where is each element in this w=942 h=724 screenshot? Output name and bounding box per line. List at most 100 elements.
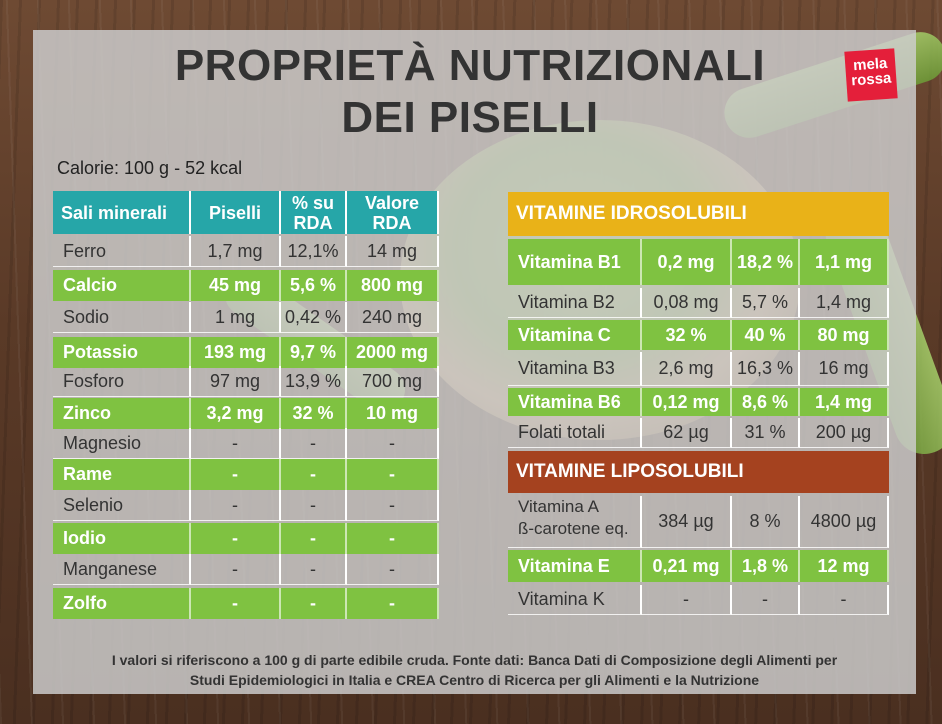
mineral-rda-percent: - <box>281 554 347 585</box>
vitamin-name-subline: ß-carotene eq. <box>518 519 629 538</box>
vitamin-rda-percent: 40 % <box>732 320 800 350</box>
mineral-piselli-value: 3,2 mg <box>191 398 281 429</box>
vitamin-row: Vitamina A ß-carotene eq. 384 µg 8 % 4800 µg <box>508 496 889 548</box>
vitamin-rda-percent: 31 % <box>732 418 800 448</box>
mineral-rda-value: - <box>347 428 439 459</box>
mineral-rda-percent: - <box>281 523 347 554</box>
vitamin-row: Vitamina K--- <box>508 585 889 615</box>
mineral-piselli-value: - <box>191 428 281 459</box>
mineral-piselli-value: - <box>191 523 281 554</box>
mineral-rda-percent: 5,6 % <box>281 270 347 301</box>
mineral-rda-value: - <box>347 554 439 585</box>
vitamin-name: Vitamina B6 <box>508 388 642 416</box>
mineral-piselli-value: 193 mg <box>191 337 281 368</box>
vitamin-row: Vitamina B2 0,08 mg 5,7 % 1,4 mg <box>508 288 889 318</box>
mineral-rda-value: - <box>347 459 439 490</box>
mineral-name: Ferro <box>53 236 191 267</box>
header-piselli: Piselli <box>191 191 281 234</box>
page-title: PROPRIETÀ NUTRIZIONALI DEI PISELLI <box>174 41 766 142</box>
vitamin-value: 384 µg <box>642 496 732 548</box>
mineral-rda-percent: 0,42 % <box>281 302 347 333</box>
mineral-rda-value: 240 mg <box>347 302 439 333</box>
vitamin-rda-value: 12 mg <box>800 550 889 582</box>
vitamin-value: 0,12 mg <box>642 388 732 416</box>
mineral-row: Fosforo 97 mg 13,9 % 700 mg <box>53 366 439 397</box>
mineral-rda-percent: 9,7 % <box>281 337 347 368</box>
vitamin-rda-value: 200 µg <box>800 418 889 448</box>
mineral-piselli-value: - <box>191 490 281 521</box>
mineral-row: Zolfo - - - <box>53 588 439 619</box>
mineral-rda-percent: - <box>281 428 347 459</box>
mineral-name: Calcio <box>53 270 191 301</box>
vitamin-name: Vitamina B1 <box>508 239 642 285</box>
calorie-info: Calorie: 100 g - 52 kcal <box>57 158 243 178</box>
vitamin-rda-value: 4800 µg <box>800 496 889 548</box>
mineral-piselli-value: 45 mg <box>191 270 281 301</box>
mineral-name: Magnesio <box>53 428 191 459</box>
mineral-row: Zinco 3,2 mg 32 % 10 mg <box>53 398 439 429</box>
mineral-rda-value: - <box>347 523 439 554</box>
mineral-row: Potassio 193 mg 9,7 % 2000 mg <box>53 337 439 368</box>
mineral-rda-value: - <box>347 588 439 619</box>
vitamin-rda-percent: 18,2 % <box>732 239 800 285</box>
vitamin-rda-percent: 8 % <box>732 496 800 548</box>
mineral-rda-value: 2000 mg <box>347 337 439 368</box>
mineral-rda-value: 10 mg <box>347 398 439 429</box>
vitamin-value: 62 µg <box>642 418 732 448</box>
vitamin-row: Vitamina B3 2,6 mg 16,3 % 16 mg <box>508 352 889 386</box>
mineral-name: Sodio <box>53 302 191 333</box>
footer-note: I valori si riferiscono a 100 g di parte… <box>111 652 838 688</box>
vitamine-idrosolubili-header: VITAMINE IDROSOLUBILI <box>508 192 889 236</box>
mineral-piselli-value: 97 mg <box>191 366 281 397</box>
vitamin-value: 0,08 mg <box>642 288 732 318</box>
vitamin-rda-percent: 5,7 % <box>732 288 800 318</box>
mineral-row: Magnesio - - - <box>53 428 439 459</box>
mineral-rda-percent: 13,9 % <box>281 366 347 397</box>
mineral-name: Rame <box>53 459 191 490</box>
vitamin-rda-value: 16 mg <box>800 352 889 386</box>
vitamin-value: 2,6 mg <box>642 352 732 386</box>
vitamin-value: - <box>642 585 732 615</box>
vitamin-row: Vitamina E 0,21 mg 1,8 % 12 mg <box>508 550 889 582</box>
vitamin-name: Vitamina A ß-carotene eq. <box>508 496 642 548</box>
vitamin-name: Vitamina C <box>508 320 642 350</box>
vitamin-value: 0,2 mg <box>642 239 732 285</box>
vitamine-liposolubili-header: VITAMINE LIPOSOLUBILI <box>508 451 889 493</box>
header-sali-minerali: Sali minerali <box>53 191 191 234</box>
mineral-piselli-value: 1 mg <box>191 302 281 333</box>
mineral-rda-value: 700 mg <box>347 366 439 397</box>
mineral-name: Manganese <box>53 554 191 585</box>
mineral-rda-value: 14 mg <box>347 236 439 267</box>
vitamin-rda-value: 80 mg <box>800 320 889 350</box>
vitamin-rda-value: - <box>800 585 889 615</box>
mineral-name: Selenio <box>53 490 191 521</box>
mineral-rda-percent: - <box>281 490 347 521</box>
mineral-row: Ferro 1,7 mg 12,1% 14 mg <box>53 236 439 267</box>
vitamin-name-line: Vitamina A <box>518 497 599 516</box>
mineral-rda-percent: - <box>281 588 347 619</box>
vitamin-rda-percent: - <box>732 585 800 615</box>
mineral-piselli-value: 1,7 mg <box>191 236 281 267</box>
vitamin-row: Vitamina B1 0,2 mg 18,2 % 1,1 mg <box>508 239 889 285</box>
vitamin-rda-value: 1,1 mg <box>800 239 889 285</box>
mineral-row: Manganese - - - <box>53 554 439 585</box>
mineral-row: Selenio - - - <box>53 490 439 521</box>
mineral-rda-percent: 32 % <box>281 398 347 429</box>
mineral-name: Potassio <box>53 337 191 368</box>
mineral-piselli-value: - <box>191 588 281 619</box>
vitamin-row: Vitamina C 32 % 40 % 80 mg <box>508 320 889 350</box>
vitamin-name: Vitamina E <box>508 550 642 582</box>
mineral-row: Sodio 1 mg 0,42 % 240 mg <box>53 302 439 333</box>
mineral-row: Rame - - - <box>53 459 439 490</box>
mineral-name: Iodio <box>53 523 191 554</box>
mineral-rda-value: 800 mg <box>347 270 439 301</box>
vitamin-value: 0,21 mg <box>642 550 732 582</box>
mineral-name: Zinco <box>53 398 191 429</box>
vitamin-rda-percent: 1,8 % <box>732 550 800 582</box>
vitamin-name: Vitamina K <box>508 585 642 615</box>
vitamin-name: Vitamina B3 <box>508 352 642 386</box>
vitamin-row: Vitamina B6 0,12 mg 8,6 % 1,4 mg <box>508 388 889 416</box>
mineral-piselli-value: - <box>191 459 281 490</box>
mineral-rda-percent: 12,1% <box>281 236 347 267</box>
vitamin-rda-value: 1,4 mg <box>800 288 889 318</box>
